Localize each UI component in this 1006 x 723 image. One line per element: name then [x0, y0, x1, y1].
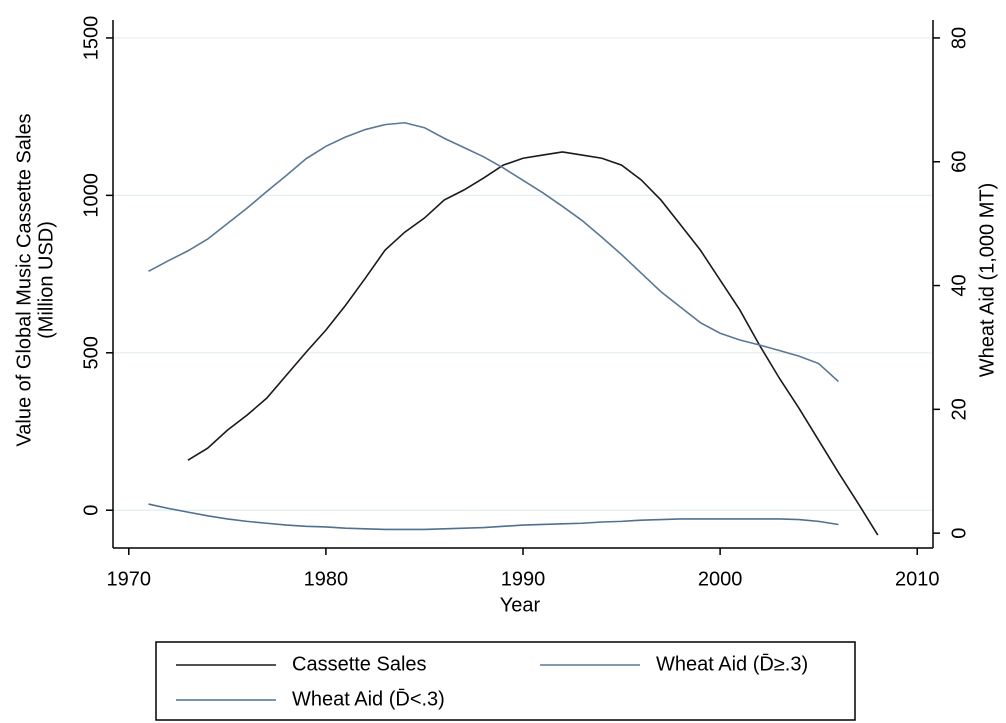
y-axis-title: Value of Global Music Cassette Sales [13, 113, 35, 446]
x-axis-title: Year [500, 594, 541, 616]
legend-label: Wheat Aid (D̄≥.3) [656, 652, 808, 675]
y-axis-title: (Million USD) [35, 221, 57, 339]
y2-tick-label: 20 [948, 398, 970, 420]
series-line [148, 121, 839, 383]
legend-label: Cassette Sales [292, 653, 427, 675]
x-tick-label: 2000 [698, 568, 743, 590]
legend-box [155, 641, 856, 721]
legend-label: Wheat Aid (D̄<.3) [292, 687, 445, 710]
y-tick-label: 500 [80, 336, 102, 369]
x-tick-label: 1990 [501, 568, 546, 590]
series-line [148, 503, 839, 531]
grid [113, 37, 933, 511]
y-tick-label: 0 [80, 505, 102, 516]
y-tick-label: 1000 [80, 173, 102, 218]
x-tick-label: 2010 [895, 568, 940, 590]
x-tick-label: 1970 [107, 568, 152, 590]
y2-tick-label: 80 [948, 27, 970, 49]
y2-tick-label: 60 [948, 151, 970, 173]
x-tick-label: 1980 [304, 568, 349, 590]
y2-tick-label: 40 [948, 274, 970, 296]
y2-tick-label: 0 [948, 528, 970, 539]
series-line [187, 151, 879, 536]
y2-axis-title: Wheat Aid (1,000 MT) [976, 183, 998, 378]
y-tick-label: 1500 [80, 16, 102, 61]
